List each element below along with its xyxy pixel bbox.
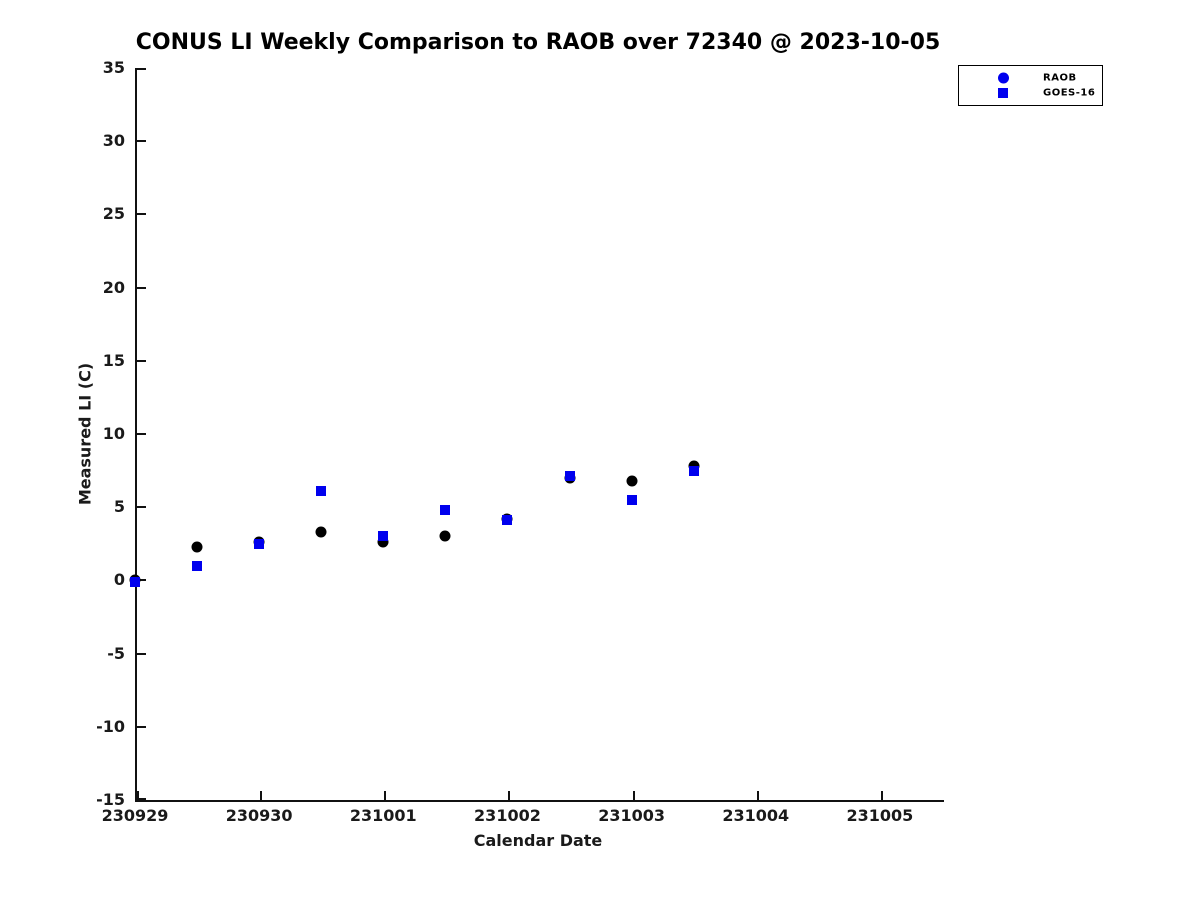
x-tick-label: 230930 bbox=[225, 806, 293, 825]
x-axis-label: Calendar Date bbox=[473, 831, 603, 850]
y-tick-label: -5 bbox=[107, 643, 125, 663]
data-point-raob bbox=[191, 541, 203, 553]
y-axis-tick bbox=[137, 140, 146, 143]
x-axis-tick bbox=[508, 791, 511, 800]
y-tick-label: -15 bbox=[96, 790, 125, 809]
data-point-goes16 bbox=[378, 531, 389, 542]
data-point-goes16 bbox=[564, 471, 575, 482]
x-axis-tick bbox=[880, 791, 883, 800]
legend: RAOB GOES-16 bbox=[958, 65, 1103, 106]
legend-label-raob: RAOB bbox=[1043, 72, 1077, 84]
legend-entry-raob: RAOB bbox=[959, 71, 1102, 85]
y-tick-label: 35 bbox=[102, 58, 125, 77]
data-point-raob bbox=[439, 530, 451, 542]
legend-entry-goes16: GOES-16 bbox=[959, 86, 1102, 100]
y-axis-tick bbox=[137, 798, 146, 800]
data-point-raob bbox=[377, 536, 389, 548]
x-tick-label: 231004 bbox=[722, 806, 790, 825]
x-axis-tick bbox=[756, 791, 759, 800]
y-axis-tick bbox=[137, 213, 146, 216]
y-axis-tick bbox=[137, 725, 146, 728]
data-point-goes16 bbox=[440, 505, 451, 516]
goes16-square-icon bbox=[998, 88, 1008, 98]
x-axis-tick bbox=[632, 791, 635, 800]
chart-title: CONUS LI Weekly Comparison to RAOB over … bbox=[135, 30, 941, 55]
x-tick-label: 231001 bbox=[349, 806, 417, 825]
y-axis-tick bbox=[137, 286, 146, 289]
data-point-goes16 bbox=[316, 486, 327, 497]
data-point-goes16 bbox=[502, 515, 513, 526]
data-point-goes16 bbox=[254, 538, 265, 549]
y-tick-label: 5 bbox=[113, 497, 125, 517]
plot-area bbox=[135, 68, 944, 802]
x-tick-label: 231002 bbox=[474, 806, 541, 825]
x-axis-tick bbox=[384, 791, 387, 800]
legend-label-goes16: GOES-16 bbox=[1043, 87, 1096, 99]
y-tick-label: -10 bbox=[96, 716, 125, 736]
y-axis-tick bbox=[137, 68, 146, 70]
data-point-raob bbox=[315, 526, 327, 538]
y-axis-tick bbox=[137, 433, 146, 435]
y-tick-label: 20 bbox=[102, 277, 125, 297]
raob-circle-icon bbox=[998, 72, 1009, 84]
data-point-goes16 bbox=[130, 576, 140, 587]
y-tick-label: 0 bbox=[113, 570, 125, 590]
data-point-goes16 bbox=[688, 465, 699, 476]
y-tick-label: 10 bbox=[102, 424, 125, 443]
data-point-raob bbox=[626, 475, 638, 487]
y-axis-tick bbox=[137, 579, 146, 582]
data-point-goes16 bbox=[626, 494, 637, 505]
x-tick-label: 230929 bbox=[101, 806, 169, 825]
y-axis-tick bbox=[137, 506, 146, 509]
y-tick-label: 30 bbox=[102, 131, 125, 151]
y-axis-tick bbox=[137, 359, 146, 362]
y-axis-tick bbox=[137, 652, 146, 655]
y-tick-label: 25 bbox=[102, 204, 125, 224]
x-axis-tick bbox=[137, 791, 139, 800]
x-tick-label: 231005 bbox=[846, 806, 914, 825]
x-tick-label: 231003 bbox=[598, 806, 665, 825]
y-tick-label: 15 bbox=[102, 350, 125, 370]
data-point-goes16 bbox=[192, 560, 203, 571]
x-axis-tick bbox=[260, 791, 263, 800]
